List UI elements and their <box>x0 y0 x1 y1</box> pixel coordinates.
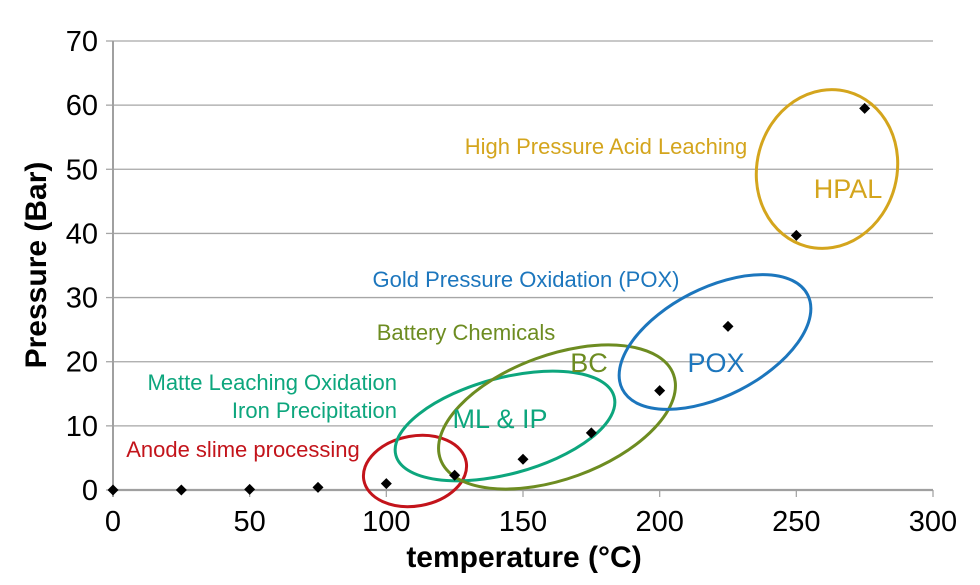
data-point-225c <box>722 320 734 332</box>
x-tick-label-0: 0 <box>105 506 121 538</box>
region-ellipse-gold-pressure-oxidation <box>617 273 813 411</box>
x-axis-title: temperature (°C) <box>406 541 641 574</box>
x-tick-label-100: 100 <box>362 506 410 538</box>
region-annotation-matte-leaching-iron-precipitation-line2: Iron Precipitation <box>232 398 397 423</box>
y-tick-label-70: 70 <box>66 26 98 58</box>
data-point-275c <box>859 102 871 114</box>
region-label-battery-chemicals: BC <box>570 348 608 378</box>
data-point-50c <box>244 483 256 495</box>
data-point-100c <box>380 478 392 490</box>
data-point-150c <box>517 453 529 465</box>
y-tick-label-20: 20 <box>66 347 98 379</box>
x-tick-label-50: 50 <box>234 506 266 538</box>
region-ellipse-battery-chemicals <box>437 343 677 491</box>
data-point-250c <box>790 229 802 241</box>
data-point-0c <box>107 484 119 496</box>
y-tick-label-50: 50 <box>66 154 98 186</box>
data-point-200c <box>654 385 666 397</box>
region-annotation-high-pressure-acid-leaching-line1: High Pressure Acid Leaching <box>465 134 748 159</box>
data-point-75c <box>312 481 324 493</box>
region-annotation-battery-chemicals-line1: Battery Chemicals <box>377 320 556 345</box>
data-point-125c <box>449 469 461 481</box>
y-tick-label-0: 0 <box>82 475 98 507</box>
x-tick-label-300: 300 <box>909 506 957 538</box>
region-annotation-anode-slime-processing-line1: Anode slime processing <box>126 437 360 462</box>
y-tick-label-30: 30 <box>66 283 98 315</box>
data-point-175c <box>585 427 597 439</box>
x-tick-label-150: 150 <box>499 506 547 538</box>
x-tick-label-200: 200 <box>635 506 683 538</box>
region-ellipse-high-pressure-acid-leaching <box>754 88 900 250</box>
region-label-high-pressure-acid-leaching: HPAL <box>814 174 883 204</box>
y-tick-label-60: 60 <box>66 90 98 122</box>
region-annotation-gold-pressure-oxidation-line1: Gold Pressure Oxidation (POX) <box>373 267 680 292</box>
region-label-matte-leaching-iron-precipitation: ML & IP <box>452 404 547 434</box>
x-tick-label-250: 250 <box>772 506 820 538</box>
y-tick-label-40: 40 <box>66 218 98 250</box>
y-axis-title: Pressure (Bar) <box>20 162 53 369</box>
region-ellipse-anode-slime-processing <box>361 433 469 509</box>
region-annotation-matte-leaching-iron-precipitation-line1: Matte Leaching Oxidation <box>148 370 398 395</box>
data-point-25c <box>175 484 187 496</box>
region-label-gold-pressure-oxidation: POX <box>687 348 744 378</box>
y-tick-label-10: 10 <box>66 411 98 443</box>
